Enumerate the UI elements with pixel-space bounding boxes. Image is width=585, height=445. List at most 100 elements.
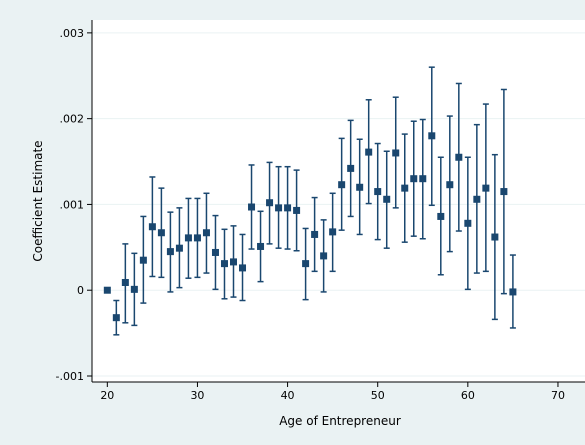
error-bar-point-9 (184, 197, 192, 279)
point-marker-23 (311, 230, 319, 238)
error-bar-point-25 (329, 192, 337, 273)
point-marker-16 (248, 203, 256, 211)
x-tick-label-3: 50 (371, 389, 385, 402)
point-marker-20 (284, 204, 292, 212)
error-bar-point-2 (121, 243, 129, 324)
error-bar-point-18 (266, 161, 274, 245)
error-bar-point-22 (302, 227, 310, 301)
point-marker-2 (121, 278, 129, 286)
point-marker-4 (139, 256, 147, 264)
point-marker-24 (320, 252, 328, 260)
error-bar-point-3 (130, 252, 138, 327)
point-marker-18 (266, 199, 274, 207)
point-marker-13 (220, 260, 228, 268)
error-bar-point-45 (509, 254, 517, 329)
point-marker-32 (392, 149, 400, 157)
point-marker-26 (338, 181, 346, 189)
error-bar-point-28 (356, 138, 364, 236)
error-bar-point-42 (482, 103, 490, 273)
point-marker-5 (148, 223, 156, 231)
point-marker-22 (302, 260, 310, 268)
y-ticks: -.001 0 .001 .002 .003 (56, 27, 92, 383)
point-marker-44 (500, 188, 508, 196)
error-bar-point-36 (428, 66, 436, 207)
point-marker-30 (374, 188, 382, 196)
y-tick-label-3: .002 (60, 113, 85, 126)
point-marker-11 (202, 229, 210, 237)
point-marker-39 (455, 153, 463, 161)
error-bar-point-40 (464, 156, 472, 291)
error-bar-point-44 (500, 88, 508, 295)
error-bar-point-35 (419, 118, 427, 240)
error-bar-series (103, 66, 517, 336)
point-marker-40 (464, 219, 472, 227)
error-bar-point-29 (365, 99, 373, 205)
error-bar-point-6 (157, 187, 165, 279)
point-marker-15 (239, 264, 247, 272)
point-marker-17 (257, 242, 265, 250)
point-marker-3 (130, 285, 138, 293)
x-ticks: 20 30 40 50 60 70 (100, 382, 565, 402)
point-marker-7 (166, 248, 174, 256)
error-bar-point-20 (284, 165, 292, 250)
error-bar-point-15 (239, 233, 247, 302)
error-bar-point-21 (293, 169, 301, 252)
error-bar-point-12 (211, 214, 219, 291)
point-marker-8 (175, 244, 183, 252)
error-bar-point-41 (473, 123, 481, 274)
point-marker-45 (509, 288, 517, 296)
x-tick-label-1: 30 (190, 389, 204, 402)
error-bar-point-13 (220, 228, 228, 300)
y-tick-label-2: .001 (60, 198, 85, 211)
point-marker-14 (230, 258, 238, 266)
error-bar-point-43 (491, 153, 499, 321)
error-bar-point-1 (112, 299, 120, 336)
error-bar-point-10 (193, 197, 201, 279)
error-bar-point-33 (401, 133, 409, 243)
error-bar-point-24 (320, 219, 328, 293)
point-marker-0 (103, 286, 111, 294)
point-marker-21 (293, 206, 301, 214)
point-marker-33 (401, 184, 409, 192)
error-bar-point-5 (148, 176, 156, 278)
point-marker-31 (383, 195, 391, 203)
x-tick-label-0: 20 (100, 389, 114, 402)
x-axis-title: Age of Entrepreneur (279, 414, 401, 428)
point-marker-42 (482, 184, 490, 192)
error-bar-point-39 (455, 82, 463, 232)
point-marker-34 (410, 175, 418, 183)
error-bar-point-11 (202, 192, 210, 274)
x-tick-label-5: 70 (551, 389, 565, 402)
point-marker-28 (356, 183, 364, 191)
point-marker-27 (347, 164, 355, 172)
error-bar-point-16 (248, 164, 256, 250)
error-bar-point-17 (257, 210, 265, 283)
axes (91, 20, 585, 383)
point-marker-25 (329, 228, 337, 236)
y-axis-title: Coefficient Estimate (31, 140, 45, 261)
point-marker-38 (446, 181, 454, 189)
error-bar-point-30 (374, 142, 382, 241)
point-marker-1 (112, 314, 120, 322)
point-marker-6 (157, 229, 165, 237)
error-bar-point-31 (383, 150, 391, 249)
point-marker-36 (428, 132, 436, 140)
error-bar-point-38 (446, 115, 454, 253)
point-marker-29 (365, 148, 373, 156)
error-bar-point-23 (311, 196, 319, 273)
y-tick-label-1: 0 (77, 284, 84, 297)
y-tick-label-0: -.001 (56, 370, 84, 383)
point-marker-19 (275, 204, 283, 212)
error-bar-point-27 (347, 119, 355, 218)
point-marker-43 (491, 233, 499, 241)
error-bar-point-7 (166, 211, 174, 293)
y-tick-label-4: .003 (60, 27, 85, 40)
error-bar-point-37 (437, 156, 445, 276)
point-marker-37 (437, 212, 445, 220)
error-bar-point-19 (275, 165, 283, 249)
plot-area (92, 20, 585, 382)
gridlines (92, 32, 585, 377)
error-bar-point-32 (392, 96, 400, 209)
point-marker-35 (419, 175, 427, 183)
